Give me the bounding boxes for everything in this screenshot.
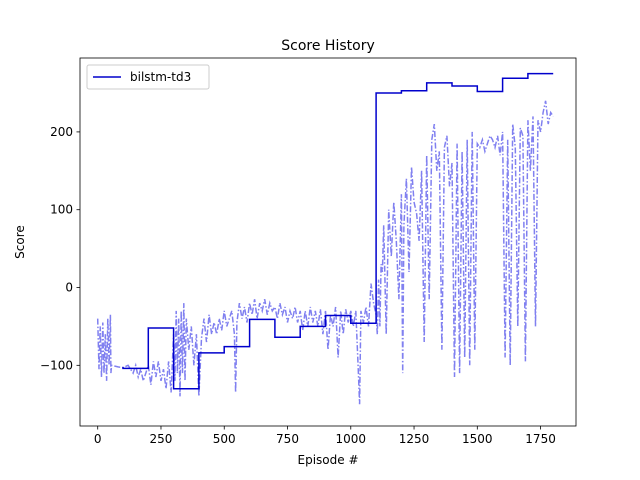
- axes-frame: [79, 57, 577, 427]
- y-tick-label: 0: [65, 281, 73, 295]
- y-tick-label: −100: [40, 358, 73, 372]
- legend: bilstm-td3: [86, 64, 210, 90]
- plot-area: [96, 72, 554, 405]
- legend-label-bilstm-td3: bilstm-td3: [130, 70, 191, 84]
- y-axis-ticks: −100 0 100 200: [40, 125, 80, 372]
- x-tick-label: 500: [213, 432, 236, 446]
- x-tick-label: 1250: [399, 432, 430, 446]
- x-tick-label: 1750: [525, 432, 556, 446]
- series-line-bilstm-td3: [122, 72, 554, 390]
- x-tick-label: 0: [94, 432, 102, 446]
- x-axis-ticks: 0 250 500 750 1000 1250 1500 1750: [94, 426, 556, 446]
- legend-box: [86, 64, 210, 90]
- y-tick-label: 200: [50, 125, 73, 139]
- x-axis-label: Episode #: [298, 453, 359, 467]
- x-tick-label: 1500: [462, 432, 493, 446]
- x-tick-label: 1000: [336, 432, 367, 446]
- y-tick-label: 100: [50, 203, 73, 217]
- x-tick-label: 750: [276, 432, 299, 446]
- y-axis-label: Score: [13, 225, 27, 259]
- x-tick-label: 250: [150, 432, 173, 446]
- chart-title: Score History: [281, 38, 374, 54]
